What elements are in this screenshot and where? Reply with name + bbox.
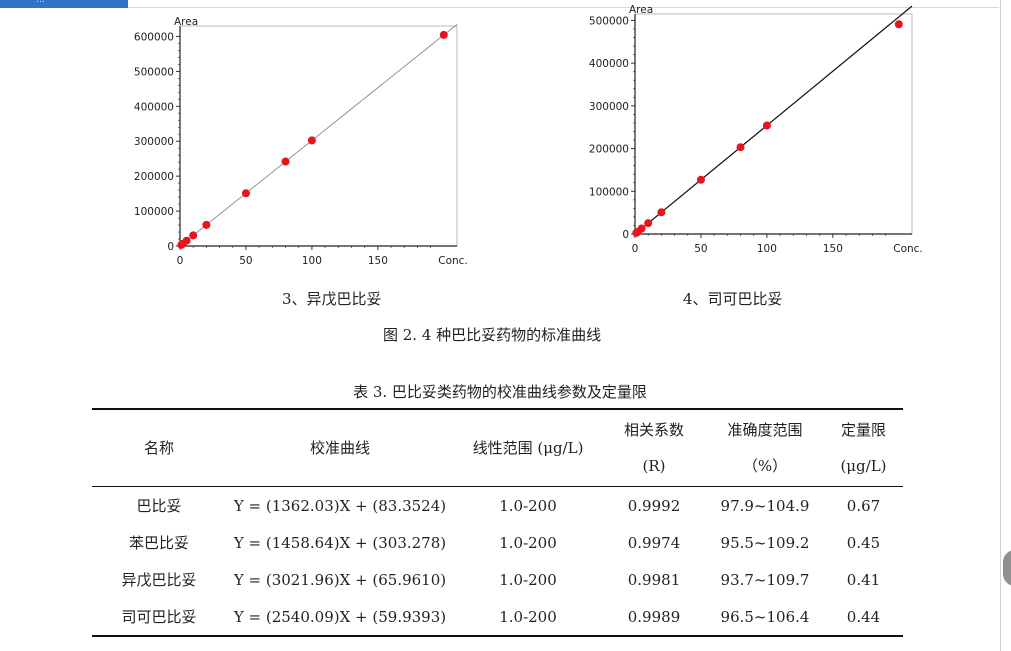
fit-line <box>634 5 913 235</box>
y-tick-label: 500000 <box>589 15 629 27</box>
x-tick-label: 100 <box>757 243 777 255</box>
data-point <box>182 236 191 245</box>
cell-accuracy: 93.7~109.7 <box>720 570 810 589</box>
cell-curve: Y = (3021.96)X + (65.9610) <box>233 570 447 589</box>
data-point <box>189 231 198 240</box>
header-loq: 定量限 (μg/L) <box>824 409 903 487</box>
calibration-table: 名称 校准曲线 线性范围 (μg/L) 相关系数 (R) 准确度范围 （%） 定… <box>92 408 903 637</box>
cell-curve: Y = (1458.64)X + (303.278) <box>233 533 447 552</box>
header-r-line1: 相关系数 <box>623 421 684 439</box>
y-tick-label: 400000 <box>134 101 174 113</box>
cell-r: 0.9974 <box>627 533 681 552</box>
header-loq-line1: 定量限 <box>840 421 886 439</box>
y-tick-label: 0 <box>622 229 629 241</box>
x-tick-label: 150 <box>823 243 843 255</box>
x-tick-label: 100 <box>302 255 322 267</box>
y-tick-label: 300000 <box>589 101 629 113</box>
header-accuracy-line2: （%） <box>742 457 788 475</box>
cell-r: 0.9981 <box>627 570 681 589</box>
cell-accuracy: 97.9~104.9 <box>720 496 810 515</box>
header-name: 名称 <box>143 439 174 457</box>
cell-accuracy: 96.5~106.4 <box>720 607 810 626</box>
data-point <box>696 175 705 184</box>
y-tick-label: 100000 <box>589 186 629 198</box>
x-tick-label: 50 <box>239 255 252 267</box>
data-point <box>241 189 250 198</box>
cell-name: 异戊巴比妥 <box>121 571 197 589</box>
data-point <box>644 219 653 228</box>
data-point <box>202 220 211 229</box>
fit-line <box>179 24 458 247</box>
data-point <box>657 208 666 217</box>
header-loq-line2: (μg/L) <box>840 457 887 475</box>
y-axis-label: Area <box>629 4 653 16</box>
header-accuracy-line1: 准确度范围 <box>727 421 803 439</box>
cell-range: 1.0-200 <box>499 607 557 626</box>
table-row: 苯巴比妥 Y = (1458.64)X + (303.278) 1.0-200 … <box>92 524 903 561</box>
y-tick-label: 600000 <box>134 31 174 43</box>
window-tab-label: … <box>36 0 45 5</box>
y-tick-label: 400000 <box>589 58 629 70</box>
cell-loq: 0.44 <box>846 607 881 626</box>
x-tick-label: 0 <box>632 243 639 255</box>
calibration-chart-secobarbital: 0 100000 200000 300000 400000 500000 0 50 100 150… <box>589 4 923 255</box>
window-tab[interactable]: … <box>0 0 128 8</box>
data-point <box>637 224 646 233</box>
data-point <box>307 136 316 145</box>
calibration-chart-amobarbital: 0 100000 200000 300000 400000 500000 600000 0 50… <box>134 16 468 267</box>
panel-caption-amobarbital: 3、异戊巴比妥 <box>282 290 382 308</box>
top-divider <box>128 7 999 8</box>
panel-caption-secobarbital: 4、司可巴比妥 <box>683 290 783 308</box>
y-tick-label: 100000 <box>134 206 174 218</box>
cell-name: 苯巴比妥 <box>128 534 189 552</box>
y-tick-label: 500000 <box>134 66 174 78</box>
y-tick-label: 200000 <box>589 144 629 156</box>
cell-range: 1.0-200 <box>499 533 557 552</box>
cell-name: 巴比妥 <box>136 497 182 515</box>
header-range: 线性范围 (μg/L) <box>472 439 584 457</box>
table-title: 表 3. 巴比妥类药物的校准曲线参数及定量限 <box>353 383 647 401</box>
y-tick-label: 200000 <box>134 171 174 183</box>
data-point <box>439 30 448 39</box>
data-point <box>281 157 290 166</box>
header-r-line2: (R) <box>642 457 666 475</box>
cell-accuracy: 95.5~109.2 <box>720 533 810 552</box>
y-axis-label: Area <box>174 16 198 28</box>
cell-range: 1.0-200 <box>499 570 557 589</box>
data-point <box>736 143 745 152</box>
cell-loq: 0.67 <box>846 496 881 515</box>
table-row: 异戊巴比妥 Y = (3021.96)X + (65.9610) 1.0-200… <box>92 561 903 598</box>
cell-r: 0.9992 <box>627 496 681 515</box>
x-axis-label: Conc. <box>893 243 923 255</box>
header-curve: 校准曲线 <box>309 439 370 457</box>
cell-name: 司可巴比妥 <box>121 608 197 626</box>
table-header-row: 名称 校准曲线 线性范围 (μg/L) 相关系数 (R) 准确度范围 （%） 定… <box>92 409 903 487</box>
data-point <box>762 121 771 130</box>
header-accuracy: 准确度范围 （%） <box>706 409 824 487</box>
table-row: 巴比妥 Y = (1362.03)X + (83.3524) 1.0-200 0… <box>92 487 903 525</box>
y-tick-label: 0 <box>167 241 174 253</box>
viewer-edge <box>1000 0 1001 651</box>
y-tick-label: 300000 <box>134 136 174 148</box>
table-row: 司可巴比妥 Y = (2540.09)X + (59.9393) 1.0-200… <box>92 598 903 636</box>
x-tick-label: 50 <box>694 243 707 255</box>
cell-loq: 0.45 <box>846 533 881 552</box>
cell-range: 1.0-200 <box>499 496 557 515</box>
cell-curve: Y = (2540.09)X + (59.9393) <box>233 607 447 626</box>
plot-frame <box>634 13 913 235</box>
x-tick-label: 0 <box>177 255 184 267</box>
cell-r: 0.9989 <box>627 607 681 626</box>
figure-caption: 图 2. 4 种巴比妥药物的标准曲线 <box>383 326 602 344</box>
x-tick-label: 150 <box>368 255 388 267</box>
cell-curve: Y = (1362.03)X + (83.3524) <box>233 496 447 515</box>
header-r: 相关系数 (R) <box>602 409 706 487</box>
scroll-handle[interactable] <box>1003 550 1011 586</box>
x-axis-label: Conc. <box>438 255 468 267</box>
data-point <box>894 20 903 29</box>
cell-loq: 0.41 <box>846 570 881 589</box>
